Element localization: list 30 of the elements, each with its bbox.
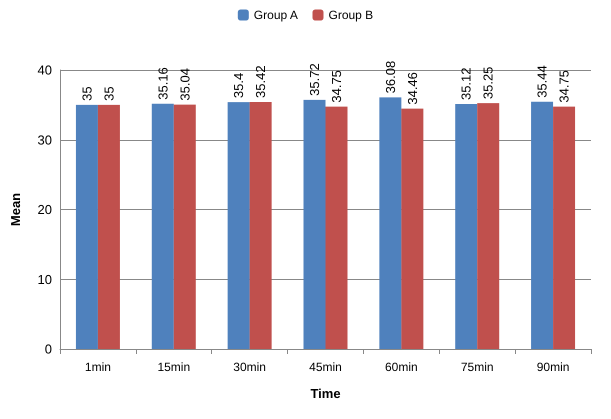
legend-label: Group B xyxy=(328,8,374,22)
x-tick-label: 15min xyxy=(157,360,190,374)
x-axis-title: Time xyxy=(310,386,341,401)
data-label: 34.75 xyxy=(556,70,572,103)
data-label: 35.44 xyxy=(534,65,550,98)
data-label: 35.04 xyxy=(177,68,192,101)
y-tick-label: 20 xyxy=(38,202,52,217)
data-label: 35.4 xyxy=(231,72,246,98)
x-tick-label: 60min xyxy=(385,360,418,374)
y-axis-title: Mean xyxy=(8,192,23,226)
x-tick-label: 90min xyxy=(536,360,570,374)
data-label: 35 xyxy=(79,86,94,101)
y-tick-label: 40 xyxy=(38,62,52,78)
data-label: 35.42 xyxy=(253,65,268,98)
data-label: 35 xyxy=(101,86,116,101)
data-label: 35.25 xyxy=(480,66,496,100)
data-label: 35.16 xyxy=(155,67,170,100)
x-tick-label: 30min xyxy=(233,360,266,374)
data-label: 36.08 xyxy=(382,60,398,94)
y-tick-label: 30 xyxy=(38,132,52,148)
data-label: 35.72 xyxy=(307,63,322,96)
x-tick-label: 45min xyxy=(309,360,342,374)
data-label: 34.46 xyxy=(404,72,420,105)
y-tick-label: 10 xyxy=(38,272,52,287)
data-label: 35.12 xyxy=(458,67,474,100)
x-tick-label: 75min xyxy=(460,360,494,374)
legend-label: Group A xyxy=(254,8,298,22)
x-tick-label: 1min xyxy=(84,360,111,374)
data-label: 34.75 xyxy=(329,70,344,103)
y-tick-label: 0 xyxy=(44,342,52,356)
